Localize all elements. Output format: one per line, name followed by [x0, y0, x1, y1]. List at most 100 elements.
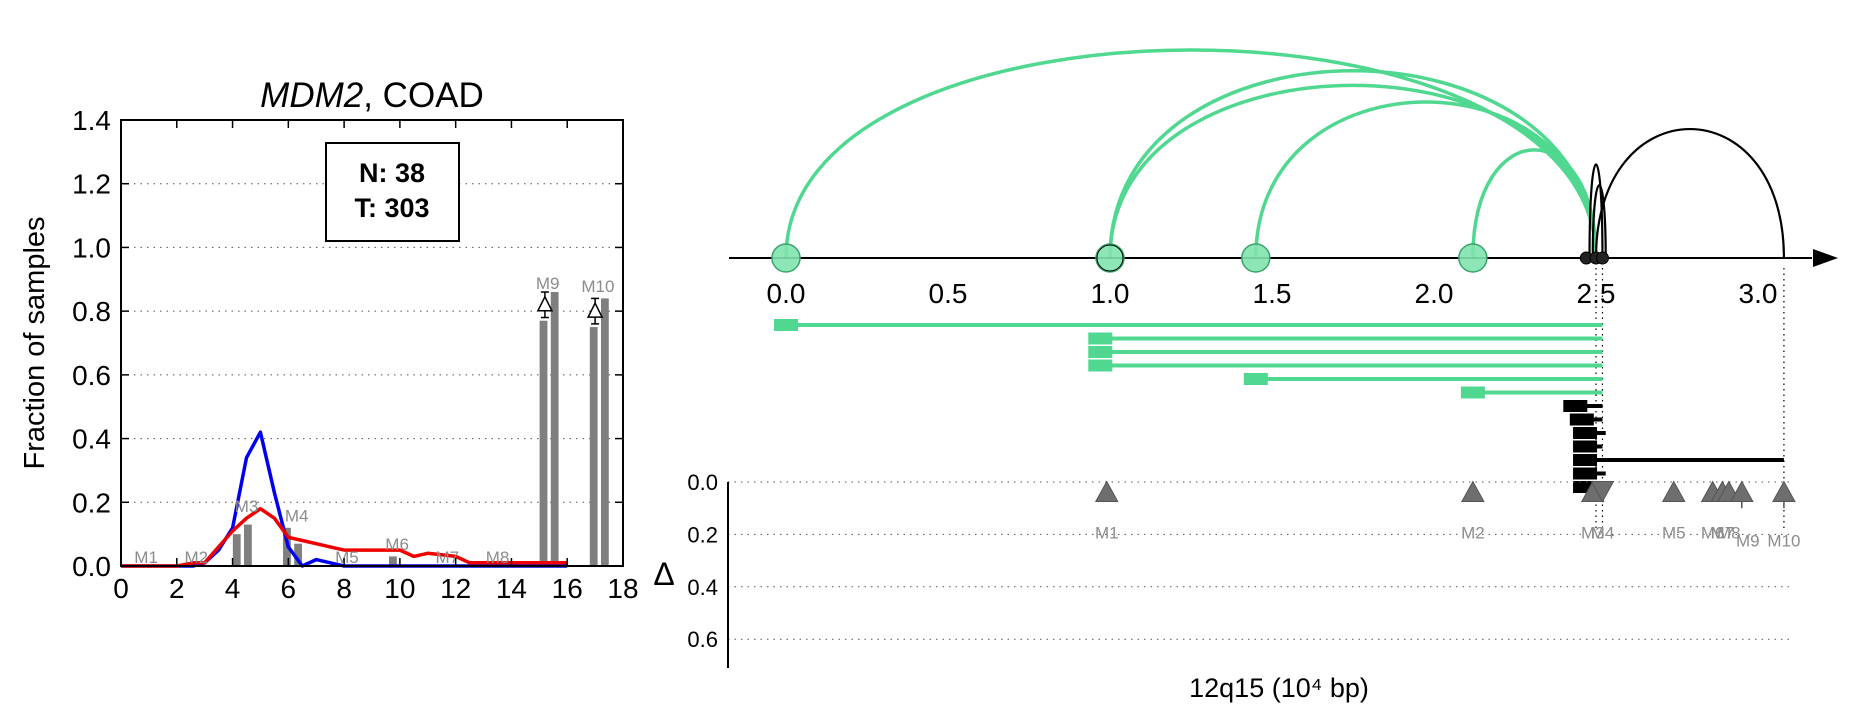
left-marker-label: M3 [235, 497, 259, 516]
genome-axis-arrowhead [1813, 249, 1838, 267]
left-y-tick-label: 1.0 [72, 232, 111, 263]
delta-marker-triangle [1772, 480, 1796, 502]
right-y-tick-label: 0.6 [687, 627, 718, 652]
delta-marker-triangle [1590, 480, 1615, 503]
right-marker-label: M9 [1736, 531, 1760, 550]
right-x-tick-label: 2.0 [1415, 278, 1454, 309]
left-y-tick-label: 1.4 [72, 105, 111, 136]
delta-marker-triangle [1661, 480, 1686, 502]
left-marker-labels: M1 M2 M3 M4 M5 M6 M7 M8 M9 M10 [134, 274, 614, 567]
left-x-tick-label: 4 [225, 573, 241, 604]
left-bar [389, 556, 397, 566]
right-marker-label: M1 [1095, 523, 1119, 542]
left-y-tick-label: 0.6 [72, 360, 111, 391]
right-y-tick-label: 0.4 [687, 575, 718, 600]
right-x-tick-label: 1.5 [1253, 278, 1292, 309]
right-x-tick-label: 3.0 [1739, 278, 1778, 309]
delta-marker-triangle [1461, 480, 1485, 502]
right-marker-label: M8 [1717, 523, 1741, 542]
black-anchor-dot [1595, 251, 1609, 265]
right-anchor-circles [771, 243, 1609, 273]
span-anchor-block [774, 319, 798, 331]
anchor-circle-outline [1096, 244, 1124, 272]
left-x-tick-label: 2 [169, 573, 185, 604]
right-y-tick-label: 0.2 [687, 522, 718, 547]
span-anchor-block [1573, 427, 1598, 439]
left-plot-frame [120, 119, 624, 567]
right-delta-grid [728, 481, 1792, 640]
normal-series-line [121, 430, 568, 568]
right-marker-label: M4 [1591, 523, 1615, 542]
span-anchor-block [1569, 413, 1594, 426]
left-y-tick-label: 1.2 [72, 169, 111, 200]
green-loop-arc [1471, 148, 1598, 259]
annotation-t-count: T: 303 [354, 193, 429, 223]
left-marker-label: M10 [581, 277, 614, 296]
left-bar [243, 524, 252, 566]
span-anchor-block [1460, 386, 1485, 399]
right-marker-label: M5 [1662, 523, 1686, 542]
left-x-tick-label: 0 [113, 573, 129, 604]
right-marker-label: M6 [1701, 523, 1725, 542]
green-loop-arc [1108, 69, 1598, 259]
left-bar [600, 298, 609, 566]
green-loop-arc [1108, 83, 1598, 259]
delta-axis-label: Δ [653, 556, 674, 592]
left-x-tick-label: 16 [552, 573, 583, 604]
delta-triangle-marker [586, 301, 604, 318]
left-bar [550, 292, 559, 566]
right-x-ticks: 0.0 0.5 1.0 1.5 2.0 2.5 3.0 [767, 278, 1778, 309]
annotation-box [325, 142, 460, 242]
left-x-tick-label: 12 [440, 573, 471, 604]
anchor-circle [1241, 243, 1271, 273]
right-x-tick-label: 1.0 [1091, 278, 1130, 309]
left-x-ticks: 0 2 4 6 8 10 12 14 16 18 [113, 120, 639, 604]
delta-triangle-marker [536, 295, 554, 312]
left-bar [232, 534, 241, 566]
right-chart: 0.0 0.5 1.0 1.5 2.0 2.5 3.0 0.0 0.2 0.4 0.6 M1 M2 M… [653, 48, 1838, 703]
left-deltas [536, 291, 604, 325]
span-anchor-block [1088, 359, 1113, 372]
right-marker-label: M7 [1711, 523, 1735, 542]
span-anchor-block [1563, 400, 1588, 412]
right-x-tick-label: 0.0 [767, 278, 806, 309]
span-anchor-block [1243, 373, 1268, 385]
right-marker-label: M3 [1581, 523, 1605, 542]
right-spans [774, 319, 1784, 493]
tumor-series-line [121, 506, 568, 568]
right-x-tick-label: 0.5 [929, 278, 968, 309]
left-y-tick-label: 0.4 [72, 424, 111, 455]
right-y-tick-label: 0.0 [687, 470, 718, 495]
left-marker-label: M2 [184, 548, 208, 567]
span-anchor-block [1573, 440, 1598, 453]
left-bar [589, 327, 598, 566]
left-lines [121, 430, 568, 568]
left-marker-label: M1 [134, 548, 158, 567]
span-anchor-block [1573, 454, 1598, 466]
green-loop-arc [1254, 100, 1598, 259]
anchor-circle [771, 243, 801, 273]
left-marker-label: M6 [385, 535, 409, 554]
anchor-circle [1095, 243, 1125, 273]
left-bar [539, 320, 548, 566]
right-x-tick-label: 2.5 [1577, 278, 1616, 309]
left-chart: M1 M2 M3 M4 M5 M6 M7 M8 M9 M10 0 2 4 6 8 10 12 14 16 18 0.… [19, 76, 639, 604]
delta-marker-triangle [1094, 480, 1119, 502]
span-anchor-block [1573, 467, 1598, 480]
left-title: MDM2, COAD [260, 76, 484, 115]
left-y-axis-label: Fraction of samples [19, 216, 51, 469]
left-marker-label: M8 [486, 548, 510, 567]
left-marker-label: M9 [536, 274, 560, 293]
left-x-tick-label: 10 [384, 573, 415, 604]
right-marker-label: M2 [1461, 523, 1485, 542]
right-loops [784, 48, 1786, 259]
right-y-ticks: 0.0 0.2 0.4 0.6 [687, 470, 718, 652]
left-y-tick-label: 0.0 [72, 551, 111, 582]
left-title-rest: , COAD [363, 76, 484, 115]
left-x-tick-label: 14 [496, 573, 527, 604]
black-loop-arc [1594, 127, 1786, 259]
black-loop-arc [1591, 184, 1607, 259]
span-anchor-block [1088, 332, 1113, 345]
left-x-tick-label: 18 [607, 573, 638, 604]
